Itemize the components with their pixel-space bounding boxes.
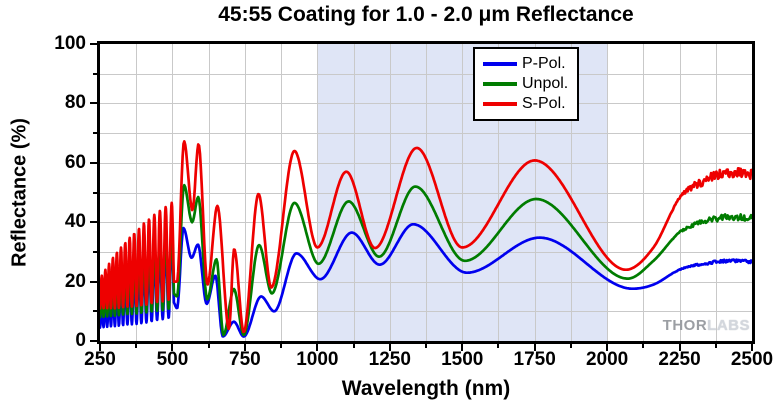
y-minor-tick bbox=[93, 191, 97, 194]
x-major-tick bbox=[99, 344, 101, 351]
x-major-tick bbox=[243, 344, 246, 351]
x-minor-tick bbox=[497, 344, 500, 348]
x-major-tick bbox=[171, 344, 174, 351]
y-axis-label: Reflectance (%) bbox=[8, 118, 31, 267]
x-minor-tick bbox=[714, 344, 717, 348]
x-tick-label: 1500 bbox=[441, 349, 484, 370]
y-major-tick bbox=[90, 102, 97, 105]
y-tick-label: 20 bbox=[64, 270, 86, 292]
x-minor-tick bbox=[280, 344, 283, 348]
x-tick-label: 2500 bbox=[730, 349, 774, 370]
x-minor-tick bbox=[207, 344, 210, 348]
x-axis-label: Wavelength (nm) bbox=[341, 377, 511, 400]
x-major-tick bbox=[606, 344, 609, 351]
x-major-tick bbox=[678, 344, 681, 351]
x-major-tick bbox=[751, 344, 753, 351]
thorlabs-watermark: THORLABS bbox=[650, 317, 750, 334]
legend: P-Pol. Unpol. S-Pol. bbox=[473, 47, 580, 121]
watermark-labs: LABS bbox=[707, 317, 750, 334]
y-tick-label: 0 bbox=[75, 330, 86, 351]
x-tick-label: 1000 bbox=[296, 349, 339, 370]
x-tick-label: 2250 bbox=[658, 349, 701, 370]
gridlines bbox=[100, 44, 752, 341]
x-tick-label: 2000 bbox=[585, 349, 629, 370]
y-major-tick bbox=[90, 43, 97, 45]
watermark-thor: THOR bbox=[662, 317, 708, 334]
y-minor-tick bbox=[93, 250, 97, 253]
y-major-tick bbox=[90, 280, 97, 283]
y-tick-label: 40 bbox=[64, 211, 86, 233]
y-tick-label: 60 bbox=[64, 151, 86, 173]
y-tick-label: 100 bbox=[54, 33, 86, 54]
x-minor-tick bbox=[425, 344, 427, 348]
plot-canvas bbox=[100, 44, 752, 341]
x-minor-tick bbox=[352, 344, 355, 348]
x-tick-label: 500 bbox=[156, 349, 189, 370]
x-minor-tick bbox=[135, 344, 138, 348]
legend-label: Unpol. bbox=[522, 75, 569, 92]
x-major-tick bbox=[316, 344, 319, 351]
legend-row-unpol: Unpol. bbox=[483, 74, 568, 94]
y-minor-tick bbox=[93, 310, 97, 313]
legend-line-swatch bbox=[483, 82, 517, 86]
legend-row-s-pol: S-Pol. bbox=[483, 94, 568, 114]
y-tick-label: 80 bbox=[64, 92, 86, 114]
y-minor-tick bbox=[93, 72, 97, 75]
y-minor-tick bbox=[93, 132, 97, 135]
plot-area bbox=[97, 41, 755, 344]
legend-line-swatch bbox=[483, 102, 517, 106]
series-curve-s-pol bbox=[100, 140, 752, 334]
x-tick-label: 250 bbox=[84, 349, 116, 370]
y-major-tick bbox=[90, 161, 97, 164]
x-minor-tick bbox=[642, 344, 645, 348]
legend-label: P-Pol. bbox=[522, 55, 566, 72]
y-major-tick bbox=[90, 221, 97, 224]
x-tick-label: 750 bbox=[229, 349, 261, 370]
x-minor-tick bbox=[569, 344, 572, 348]
x-major-tick bbox=[533, 344, 536, 351]
chart-title: 45:55 Coating for 1.0 - 2.0 μm Reflectan… bbox=[218, 3, 634, 26]
x-tick-label: 1750 bbox=[513, 349, 556, 370]
x-major-tick bbox=[388, 344, 391, 351]
x-tick-label: 1250 bbox=[368, 349, 411, 370]
legend-row-p-pol: P-Pol. bbox=[483, 54, 568, 74]
legend-line-swatch bbox=[483, 62, 517, 66]
y-major-tick bbox=[90, 340, 97, 342]
legend-label: S-Pol. bbox=[522, 95, 566, 112]
x-major-tick bbox=[461, 344, 464, 351]
